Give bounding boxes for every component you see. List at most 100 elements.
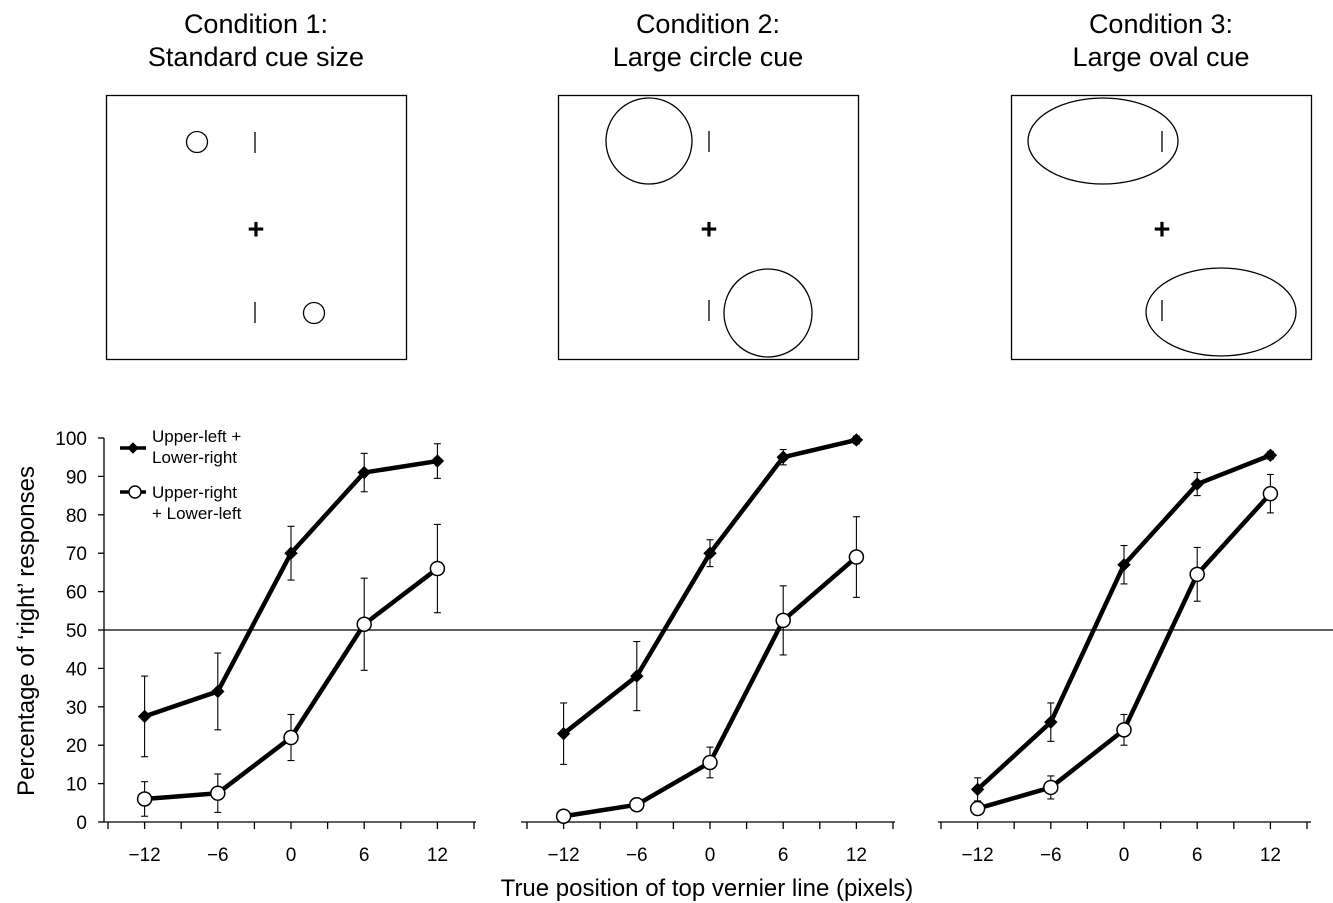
data-point-circle [848,549,865,565]
axes: 0 10 20 30 40 50 60 70 80 90 100 [55,429,1333,834]
data-point-diamond [357,465,371,480]
series-line [976,492,1273,811]
condition-3-title: Condition 3: Large oval cue [1011,8,1311,74]
x-tick-label: 12 [427,845,448,866]
y-tick-label: 10 [66,775,87,796]
panel-2: −12 −6 0 6 12 [521,433,895,866]
data-point-circle [555,808,572,824]
x-tick-label: 12 [1260,845,1281,866]
x-tick-label: 6 [359,845,370,866]
series-line [562,437,857,736]
condition-3-lower-cue-oval [1145,267,1297,357]
x-tick-label: 12 [846,845,867,866]
series-2 [555,516,865,824]
x-tick-label: −12 [961,845,993,866]
series-2 [969,473,1279,817]
condition-3-upper-cue-oval [1027,97,1179,185]
condition-1-title-line1: Condition 1: [183,9,329,39]
y-tick-label: 80 [66,506,87,527]
condition-3-title-line2: Large oval cue [1072,42,1250,72]
x-tick-label: 0 [705,845,716,866]
data-point-circle [702,754,718,771]
x-axis-label: True position of top vernier line (pixel… [501,875,914,902]
data-point-diamond [556,726,571,741]
series-2 [136,523,446,817]
panel-1: −12 −6 0 6 12 [104,443,476,866]
legend-circle-marker [128,485,142,499]
series-1 [556,433,864,765]
condition-3-frame [1010,94,1313,361]
x-tick-label: 0 [1119,845,1130,866]
data-point-diamond [137,709,152,724]
condition-2-title-line2: Large circle cue [612,42,804,72]
condition-2-upper-cue-circle [605,97,693,185]
data-point-diamond [1044,715,1058,729]
data-point-circle [1116,722,1132,738]
legend-label-series-1-line2: Lower-right [152,448,237,467]
x-tick-label: 0 [286,845,297,866]
y-axis-label: Percentage of ‘right’ responses [13,466,40,796]
data-point-circle [1043,779,1059,796]
legend: Upper-left + Lower-right Upper-right + L… [120,427,242,523]
data-point-circle [969,800,986,817]
condition-1-title-line2: Standard cue size [147,42,365,72]
stimulus-diagrams: + + + [105,94,1313,361]
data-point-circle [136,791,153,807]
legend-label-series-2-line1: Upper-right [152,483,237,502]
data-point-diamond [1263,448,1278,462]
x-tick-label: −6 [207,845,229,866]
x-tick-label: 6 [1192,845,1203,866]
series-line [144,566,439,802]
y-tick-label: 60 [66,583,87,604]
data-point-diamond [630,669,644,683]
data-point-circle [629,796,645,813]
condition-1-title: Condition 1: Standard cue size [106,8,406,74]
y-tick-label: 100 [55,429,87,450]
legend-label-series-2-line2: + Lower-left [152,504,242,523]
condition-1-fixation-cross: + [248,214,265,246]
data-point-circle [210,785,226,801]
x-tick-label: −12 [547,845,579,866]
condition-1-lower-cue-circle [302,301,326,325]
y-tick-label: 40 [66,659,87,680]
data-point-circle [775,612,791,629]
series-1 [137,443,445,758]
legend-label-series-1-line1: Upper-left + [152,427,241,446]
data-point-diamond [1117,558,1131,572]
y-tick-label: 30 [66,698,87,719]
x-tick-label: −6 [1040,845,1062,866]
data-point-circle [429,560,446,577]
data-point-diamond [211,684,225,699]
data-point-diamond [849,433,864,447]
series-1 [970,448,1278,802]
condition-2-title-line1: Condition 2: [635,9,781,39]
condition-3-title-line1: Condition 3: [1088,9,1234,39]
condition-1-stimulus: + [105,94,408,361]
condition-2-fixation-cross: + [701,214,718,246]
condition-2-stimulus: + [557,94,860,361]
x-tick-label: −6 [626,845,648,866]
condition-2-frame [557,94,860,361]
y-tick-label: 0 [76,813,87,834]
data-point-circle [356,616,372,632]
condition-2-title: Condition 2: Large circle cue [558,8,858,74]
condition-1-frame [105,94,408,361]
y-tick-label: 50 [66,621,87,642]
y-tick-label: 20 [66,736,87,757]
data-point-diamond [1190,477,1204,491]
panel-3: −12 −6 0 6 12 [938,448,1311,866]
y-tick-label: 70 [66,544,87,565]
condition-2-lower-cue-circle [723,268,813,358]
data-point-diamond [703,546,717,560]
legend-diamond-marker [127,442,139,454]
data-point-diamond [776,450,790,464]
x-tick-label: −12 [128,845,160,866]
data-point-circle [283,729,299,746]
condition-3-stimulus: + [1010,94,1313,361]
data-point-circle [1262,485,1279,502]
data-point-circle [1189,566,1205,583]
y-tick-label: 90 [66,467,87,488]
condition-1-upper-cue-circle [185,130,209,154]
condition-3-fixation-cross: + [1154,214,1171,246]
